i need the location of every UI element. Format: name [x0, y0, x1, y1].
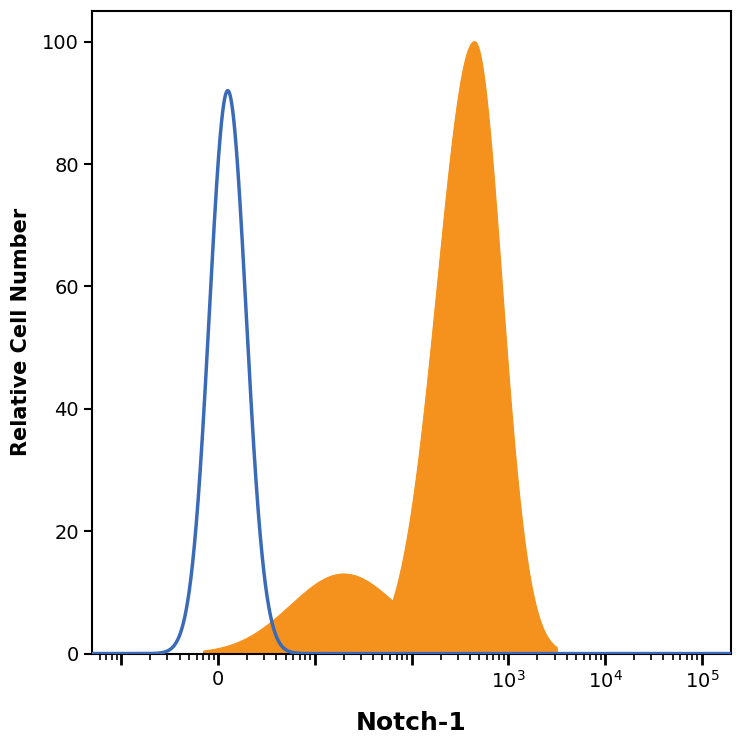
X-axis label: Notch-1: Notch-1: [356, 711, 467, 735]
Y-axis label: Relative Cell Number: Relative Cell Number: [11, 208, 31, 457]
